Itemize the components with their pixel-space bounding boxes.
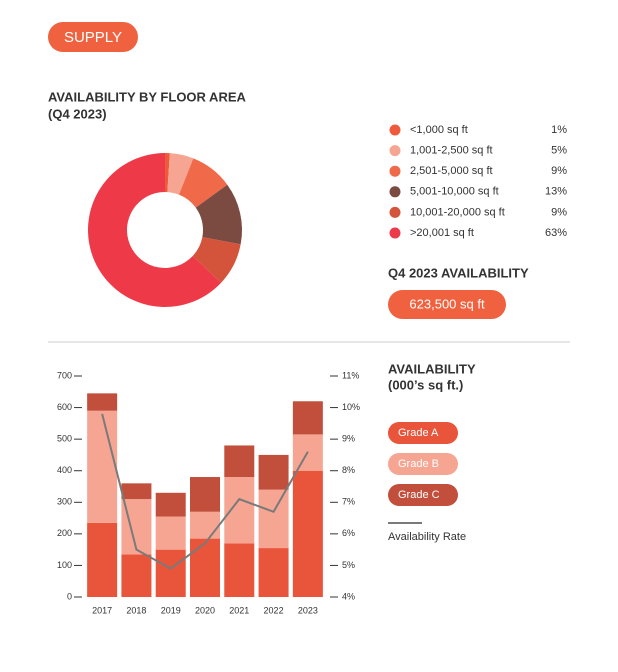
pie-slice bbox=[178, 158, 228, 208]
summary-title: Q4 2023 AVAILABILITY bbox=[388, 265, 529, 280]
legend-pill bbox=[388, 453, 458, 475]
x-tick-label: 2023 bbox=[298, 605, 318, 615]
pie-slice bbox=[167, 153, 194, 195]
bar-segment bbox=[190, 477, 220, 512]
y2-tick-label: 5% bbox=[342, 560, 355, 570]
bar-segment bbox=[224, 543, 255, 597]
value-label: 5% bbox=[551, 145, 567, 157]
y-tick-label: 400 bbox=[57, 465, 72, 475]
pie-slice bbox=[192, 237, 241, 283]
value-label: 9% bbox=[551, 165, 567, 177]
legend-swatch bbox=[389, 186, 401, 198]
legend-swatch bbox=[389, 145, 401, 157]
bar-segment bbox=[258, 454, 289, 490]
x-tick-label: 2020 bbox=[195, 605, 215, 615]
value-label: 13% bbox=[545, 186, 567, 198]
legend-pill bbox=[388, 422, 458, 444]
bar-segment bbox=[121, 483, 152, 500]
bar-segment bbox=[121, 554, 152, 597]
legend-swatch bbox=[389, 124, 401, 136]
legend-swatch bbox=[389, 165, 401, 177]
x-tick-label: 2021 bbox=[229, 605, 249, 615]
bar-segment bbox=[224, 445, 255, 478]
pie-slice bbox=[165, 153, 170, 193]
badge: SUPPLY bbox=[64, 29, 122, 46]
legend-label: Grade B bbox=[398, 458, 439, 470]
bar-title: AVAILABILITY bbox=[388, 361, 476, 376]
legend-label: 5,001-10,000 sq ft bbox=[410, 186, 499, 198]
x-tick-label: 2019 bbox=[161, 605, 181, 615]
bar-segment bbox=[190, 538, 220, 597]
rate-line bbox=[101, 413, 309, 570]
legend-label: Grade A bbox=[398, 427, 439, 439]
bar-segment bbox=[292, 401, 323, 435]
badge-bg bbox=[48, 22, 138, 52]
pie-slice bbox=[195, 184, 243, 245]
bar-segment bbox=[87, 393, 118, 411]
legend-label: Grade C bbox=[398, 489, 440, 501]
legend-swatch bbox=[389, 227, 401, 239]
x-tick-label: 2018 bbox=[126, 605, 146, 615]
y2-tick-label: 11% bbox=[342, 370, 359, 380]
bar-segment bbox=[87, 522, 118, 597]
summary-value: 623,500 sq ft bbox=[409, 296, 485, 311]
value-label: 1% bbox=[551, 124, 567, 136]
y-tick-label: 0 bbox=[67, 591, 72, 601]
y-tick-label: 600 bbox=[57, 402, 72, 412]
bar-segment bbox=[258, 548, 289, 597]
y2-tick-label: 7% bbox=[342, 497, 355, 507]
y-tick-label: 500 bbox=[57, 434, 72, 444]
y2-tick-label: 6% bbox=[342, 528, 355, 538]
y2-tick-label: 4% bbox=[342, 591, 355, 601]
bar-segment bbox=[258, 489, 289, 549]
bar-segment bbox=[224, 477, 255, 544]
bar-segment bbox=[190, 511, 220, 539]
legend-label: Availability Rate bbox=[388, 531, 466, 543]
y-tick-label: 300 bbox=[57, 497, 72, 507]
bar-segment bbox=[155, 549, 186, 597]
pie-subtitle: (Q4 2023) bbox=[48, 106, 107, 121]
y-tick-label: 100 bbox=[57, 560, 72, 570]
x-tick-label: 2022 bbox=[264, 605, 284, 615]
legend-pill bbox=[388, 484, 458, 506]
y-tick-label: 700 bbox=[57, 370, 72, 380]
bar-segment bbox=[292, 470, 323, 597]
pie-title: AVAILABILITY BY FLOOR AREA bbox=[48, 89, 247, 104]
value-label: 9% bbox=[551, 206, 567, 218]
legend-label: 10,001-20,000 sq ft bbox=[410, 206, 505, 218]
legend-label: <1,000 sq ft bbox=[410, 124, 468, 136]
y2-tick-label: 9% bbox=[342, 434, 355, 444]
bar-segment bbox=[87, 410, 118, 523]
pie-slice bbox=[87, 153, 222, 307]
y-tick-label: 200 bbox=[57, 528, 72, 538]
legend-label: >20,001 sq ft bbox=[410, 227, 474, 239]
legend-label: 1,001-2,500 sq ft bbox=[410, 145, 493, 157]
legend-swatch bbox=[389, 206, 401, 218]
bar-subtitle: (000’s sq ft.) bbox=[388, 377, 463, 392]
value-label: 63% bbox=[545, 227, 567, 239]
bar-segment bbox=[155, 516, 186, 550]
y2-tick-label: 10% bbox=[342, 402, 360, 412]
legend-label: 2,501-5,000 sq ft bbox=[410, 165, 493, 177]
x-tick-label: 2017 bbox=[92, 605, 112, 615]
summary-pill bbox=[388, 290, 506, 319]
bar-segment bbox=[155, 492, 186, 517]
y2-tick-label: 8% bbox=[342, 465, 355, 475]
